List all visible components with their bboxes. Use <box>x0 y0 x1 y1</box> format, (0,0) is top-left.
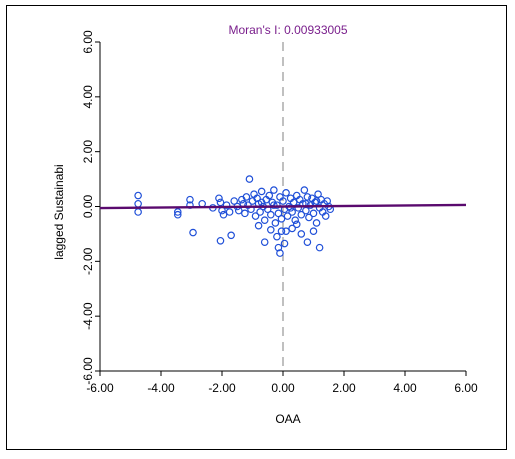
data-point <box>309 227 318 235</box>
data-point <box>242 193 251 201</box>
y-tick-label: -6.00 <box>81 357 95 385</box>
data-point <box>277 215 286 223</box>
data-point <box>288 224 296 233</box>
y-tick-label: 4.00 <box>81 85 95 109</box>
data-point <box>315 243 324 252</box>
data-point <box>300 186 309 194</box>
data-point <box>218 206 226 215</box>
data-point <box>270 201 278 209</box>
data-point <box>279 197 287 205</box>
data-point <box>283 212 292 220</box>
y-tick-label: -4.00 <box>81 302 95 330</box>
data-point <box>173 210 182 219</box>
data-point <box>219 210 228 219</box>
x-tick-label: 0.00 <box>271 381 295 395</box>
data-point <box>305 213 313 222</box>
data-point <box>222 201 231 209</box>
data-point <box>173 208 182 216</box>
data-point <box>230 197 239 205</box>
y-tick-label: 6.00 <box>81 30 95 54</box>
regression-line <box>99 203 467 210</box>
data-point <box>215 194 223 203</box>
data-point <box>280 239 289 248</box>
data-point <box>134 191 142 200</box>
data-point <box>245 175 254 183</box>
data-point <box>216 198 225 207</box>
data-point <box>297 210 306 219</box>
data-point <box>251 212 260 220</box>
x-tick-label: -6.00 <box>86 381 114 395</box>
data-point <box>266 210 275 219</box>
data-point <box>303 193 312 201</box>
data-point <box>273 201 281 209</box>
data-point <box>216 236 225 245</box>
y-tick-label: 0.00 <box>81 194 95 218</box>
data-point <box>265 191 274 200</box>
chart-frame: Moran's I: 0.00933005 lagged Sustainabi … <box>6 5 507 450</box>
data-point <box>276 249 284 257</box>
data-point <box>312 219 321 227</box>
data-point <box>260 238 269 246</box>
data-point <box>309 209 318 218</box>
data-point <box>292 220 301 229</box>
data-point <box>312 197 321 205</box>
y-axis-title: lagged Sustainabi <box>52 164 66 259</box>
data-point <box>227 231 235 240</box>
x-tick-label: 4.00 <box>393 381 417 395</box>
x-tick-label: 2.00 <box>332 381 356 395</box>
x-tick-label: -2.00 <box>208 381 236 395</box>
y-tick-label: -2.00 <box>81 247 95 275</box>
data-point <box>273 232 281 241</box>
data-point <box>314 190 322 198</box>
data-point <box>186 195 194 204</box>
data-point <box>302 206 310 215</box>
data-point <box>286 204 295 212</box>
data-point <box>288 208 296 216</box>
data-point <box>257 187 266 196</box>
data-point <box>225 208 234 216</box>
data-point <box>297 230 306 238</box>
x-axis-title: OAA <box>275 412 300 426</box>
data-point <box>241 209 249 218</box>
data-point <box>271 219 280 227</box>
data-point <box>282 227 290 235</box>
data-point <box>282 188 290 197</box>
data-point <box>270 186 278 194</box>
data-point <box>266 226 275 234</box>
data-point <box>291 216 300 225</box>
data-point <box>254 221 263 230</box>
data-point <box>303 238 312 246</box>
data-point <box>234 206 243 215</box>
data-point <box>321 212 330 220</box>
data-point <box>134 199 142 208</box>
moran-scatter-chart: Moran's I: 0.00933005 lagged Sustainabi … <box>52 23 478 426</box>
data-point <box>260 216 269 225</box>
data-point <box>294 204 303 212</box>
data-point <box>256 208 264 216</box>
x-tick-label: 6.00 <box>454 381 478 395</box>
data-point <box>274 209 283 218</box>
data-point <box>189 228 197 237</box>
data-point <box>277 227 286 235</box>
chart-title: Moran's I: 0.00933005 <box>228 23 347 37</box>
data-point <box>134 208 142 216</box>
y-tick-label: 2.00 <box>81 140 95 164</box>
x-tick-label: -4.00 <box>147 381 175 395</box>
